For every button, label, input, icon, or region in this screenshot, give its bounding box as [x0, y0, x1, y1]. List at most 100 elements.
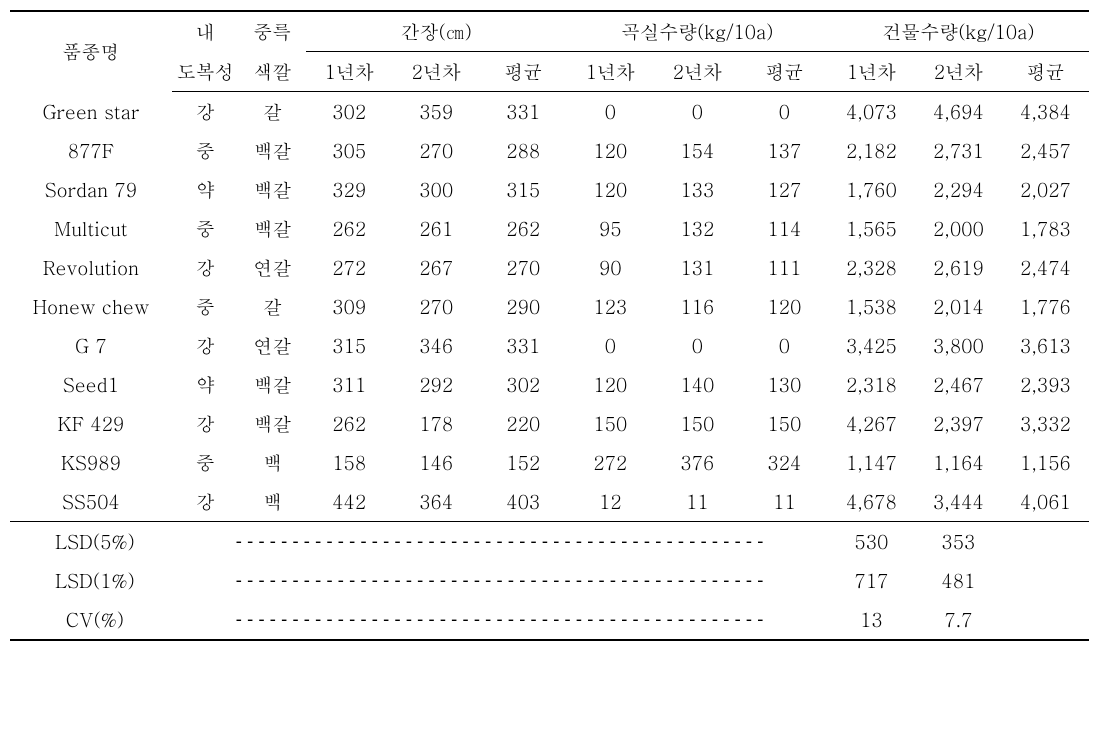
cell-h2: 300 [393, 170, 480, 209]
cell-g2: 131 [654, 248, 741, 287]
table-row: Multicut중백갈262261262951321141,5652,0001,… [10, 209, 1089, 248]
col-grain-avg: 평균 [741, 52, 828, 92]
cell-name: Revolution [10, 248, 172, 287]
cell-h1: 302 [306, 92, 393, 132]
cell-havg: 262 [480, 209, 567, 248]
cell-gavg: 111 [741, 248, 828, 287]
table-header: 품종명 내 중륵 간장(㎝) 곡실수량(kg/10a) 건물수량(kg/10a)… [10, 11, 1089, 92]
cell-d2: 2,619 [915, 248, 1002, 287]
table-row: KS989중백1581461522723763241,1471,1641,156 [10, 443, 1089, 482]
cell-g1: 95 [567, 209, 654, 248]
cell-g1: 0 [567, 92, 654, 132]
cell-lodging: 중 [172, 443, 239, 482]
lsd1-d2: 481 [915, 561, 1002, 600]
cell-g2: 376 [654, 443, 741, 482]
cell-h2: 292 [393, 365, 480, 404]
cell-davg: 1,783 [1002, 209, 1089, 248]
cell-h1: 442 [306, 482, 393, 522]
col-grain-group: 곡실수량(kg/10a) [567, 11, 828, 52]
cell-g2: 150 [654, 404, 741, 443]
cell-name: SS504 [10, 482, 172, 522]
cell-d1: 2,182 [828, 131, 915, 170]
cell-d1: 1,147 [828, 443, 915, 482]
cell-lodging: 강 [172, 326, 239, 365]
cell-g2: 0 [654, 326, 741, 365]
cell-d1: 4,073 [828, 92, 915, 132]
col-dry-group: 건물수량(kg/10a) [828, 11, 1089, 52]
cell-h1: 309 [306, 287, 393, 326]
lsd1-label: LSD(1%) [10, 561, 172, 600]
col-height-y2: 2년차 [393, 52, 480, 92]
table-row: G 7강연갈3153463310003,4253,8003,613 [10, 326, 1089, 365]
cell-d2: 2,467 [915, 365, 1002, 404]
lsd5-label: LSD(5%) [10, 522, 172, 562]
col-dry-y2: 2년차 [915, 52, 1002, 92]
col-grain-y2: 2년차 [654, 52, 741, 92]
cell-color: 백갈 [239, 404, 306, 443]
cell-color: 백갈 [239, 365, 306, 404]
cell-havg: 220 [480, 404, 567, 443]
cv-d2: 7.7 [915, 600, 1002, 640]
cell-havg: 152 [480, 443, 567, 482]
cell-gavg: 137 [741, 131, 828, 170]
cell-g1: 120 [567, 170, 654, 209]
table-row: Honew chew중갈3092702901231161201,5382,014… [10, 287, 1089, 326]
cell-h2: 261 [393, 209, 480, 248]
cell-g1: 0 [567, 326, 654, 365]
cell-davg: 1,156 [1002, 443, 1089, 482]
cell-d1: 3,425 [828, 326, 915, 365]
cell-h1: 311 [306, 365, 393, 404]
cell-name: Sordan 79 [10, 170, 172, 209]
cv-d1: 13 [828, 600, 915, 640]
cell-name: Seed1 [10, 365, 172, 404]
cell-h1: 272 [306, 248, 393, 287]
lsd1-d1: 717 [828, 561, 915, 600]
cell-d1: 2,328 [828, 248, 915, 287]
cell-g2: 140 [654, 365, 741, 404]
cell-name: G 7 [10, 326, 172, 365]
cell-color: 백 [239, 482, 306, 522]
cell-g2: 11 [654, 482, 741, 522]
cell-g2: 133 [654, 170, 741, 209]
table-row: Sordan 79약백갈3293003151201331271,7602,294… [10, 170, 1089, 209]
cell-d2: 2,014 [915, 287, 1002, 326]
cell-name: KS989 [10, 443, 172, 482]
cell-lodging: 강 [172, 248, 239, 287]
cell-h2: 359 [393, 92, 480, 132]
table-row: 877F중백갈3052702881201541372,1822,7312,457 [10, 131, 1089, 170]
cell-davg: 2,474 [1002, 248, 1089, 287]
cell-lodging: 중 [172, 287, 239, 326]
col-height-group: 간장(㎝) [306, 11, 567, 52]
cell-h2: 178 [393, 404, 480, 443]
cell-davg: 1,776 [1002, 287, 1089, 326]
cell-d2: 3,444 [915, 482, 1002, 522]
cell-d2: 2,731 [915, 131, 1002, 170]
cell-g1: 90 [567, 248, 654, 287]
cell-h1: 158 [306, 443, 393, 482]
cell-lodging: 강 [172, 404, 239, 443]
cv-label: CV(%) [10, 600, 172, 640]
table-row: Seed1약백갈3112923021201401302,3182,4672,39… [10, 365, 1089, 404]
cell-name: KF 429 [10, 404, 172, 443]
col-lodging-bottom: 도복성 [172, 52, 239, 92]
cell-g2: 0 [654, 92, 741, 132]
cell-davg: 4,384 [1002, 92, 1089, 132]
lsd5-d1: 530 [828, 522, 915, 562]
cell-name: Multicut [10, 209, 172, 248]
cell-g2: 116 [654, 287, 741, 326]
cell-lodging: 중 [172, 131, 239, 170]
col-dry-avg: 평균 [1002, 52, 1089, 92]
cell-havg: 270 [480, 248, 567, 287]
cell-g2: 132 [654, 209, 741, 248]
cell-g1: 120 [567, 131, 654, 170]
cell-havg: 331 [480, 326, 567, 365]
cell-color: 연갈 [239, 326, 306, 365]
cell-gavg: 150 [741, 404, 828, 443]
cell-d2: 4,694 [915, 92, 1002, 132]
cell-davg: 2,457 [1002, 131, 1089, 170]
col-dry-y1: 1년차 [828, 52, 915, 92]
table-row: KF 429강백갈2621782201501501504,2672,3973,3… [10, 404, 1089, 443]
cell-d1: 1,760 [828, 170, 915, 209]
col-color-bottom: 색깔 [239, 52, 306, 92]
cell-d1: 2,318 [828, 365, 915, 404]
